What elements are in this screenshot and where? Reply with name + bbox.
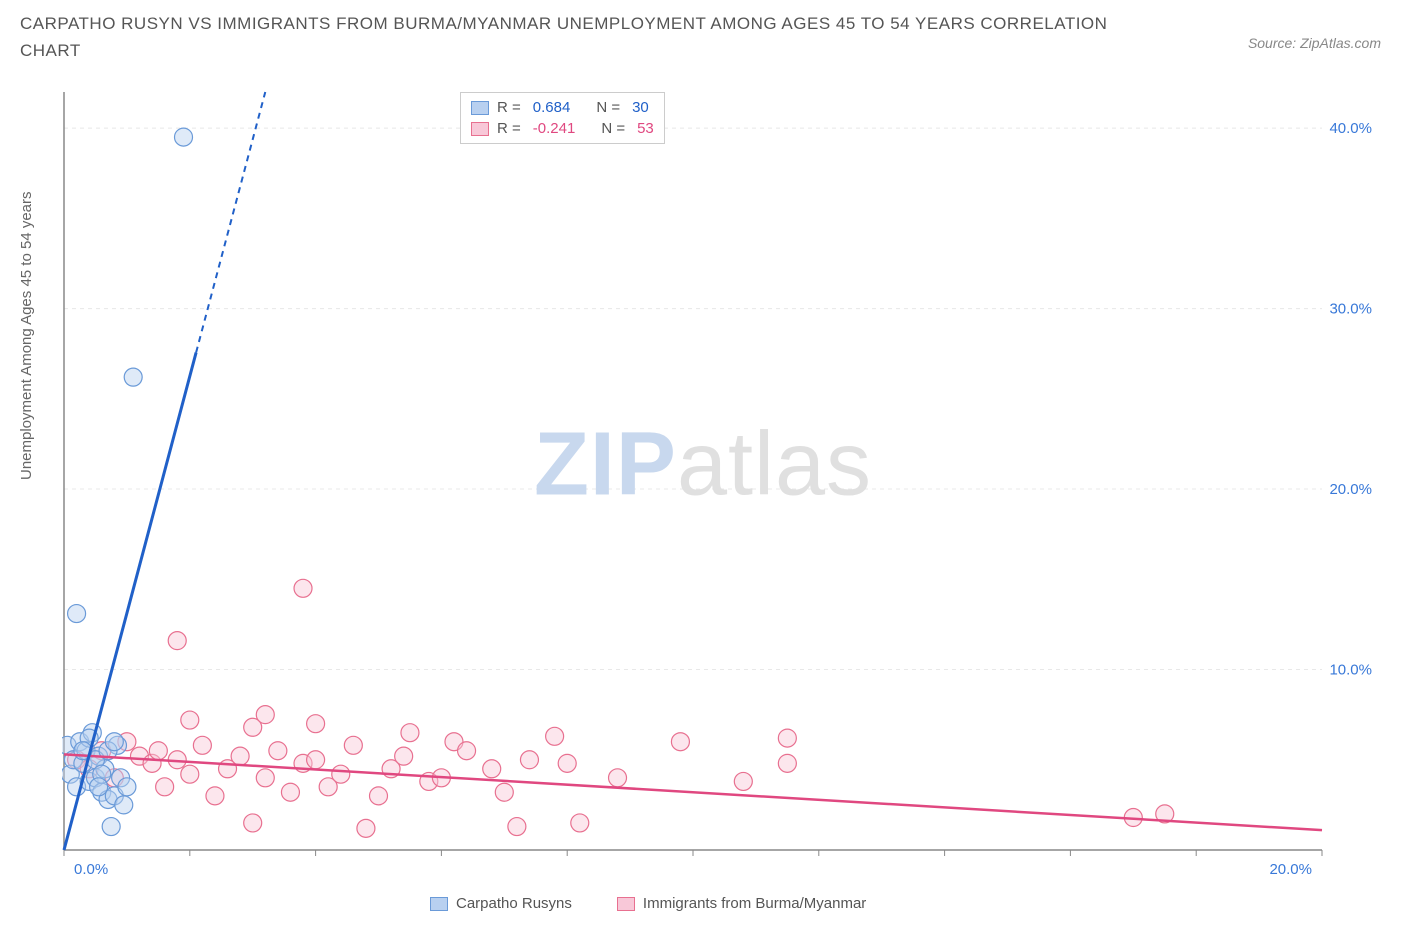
- n-value-b: 53: [637, 120, 654, 137]
- svg-text:20.0%: 20.0%: [1329, 481, 1372, 498]
- legend-row-a: R = 0.684 N = 30: [471, 97, 654, 118]
- y-axis-label: Unemployment Among Ages 45 to 54 years: [18, 191, 35, 480]
- r-value-a: 0.684: [533, 99, 571, 116]
- r-value-b: -0.241: [533, 120, 576, 137]
- source-attribution: Source: ZipAtlas.com: [1248, 35, 1381, 51]
- legend-label-b: Immigrants from Burma/Myanmar: [643, 895, 866, 912]
- legend-row-b: R = -0.241 N = 53: [471, 118, 654, 139]
- correlation-legend: R = 0.684 N = 30 R = -0.241 N = 53: [460, 92, 665, 144]
- legend-label-a: Carpatho Rusyns: [456, 895, 572, 912]
- svg-text:10.0%: 10.0%: [1329, 662, 1372, 679]
- series-legend: Carpatho Rusyns Immigrants from Burma/My…: [430, 895, 866, 912]
- chart-title: CARPATHO RUSYN VS IMMIGRANTS FROM BURMA/…: [20, 10, 1120, 64]
- svg-text:30.0%: 30.0%: [1329, 301, 1372, 318]
- legend-item-b: Immigrants from Burma/Myanmar: [617, 895, 866, 912]
- scatter-chart: 10.0% 20.0% 30.0% 40.0% 0.0% 20.0%: [62, 90, 1382, 880]
- legend-item-a: Carpatho Rusyns: [430, 895, 572, 912]
- swatch-a: [471, 101, 489, 115]
- swatch-b: [471, 122, 489, 136]
- svg-text:20.0%: 20.0%: [1269, 861, 1312, 878]
- svg-text:40.0%: 40.0%: [1329, 120, 1372, 137]
- swatch-b-icon: [617, 897, 635, 911]
- swatch-a-icon: [430, 897, 448, 911]
- n-value-a: 30: [632, 99, 649, 116]
- svg-text:0.0%: 0.0%: [74, 861, 108, 878]
